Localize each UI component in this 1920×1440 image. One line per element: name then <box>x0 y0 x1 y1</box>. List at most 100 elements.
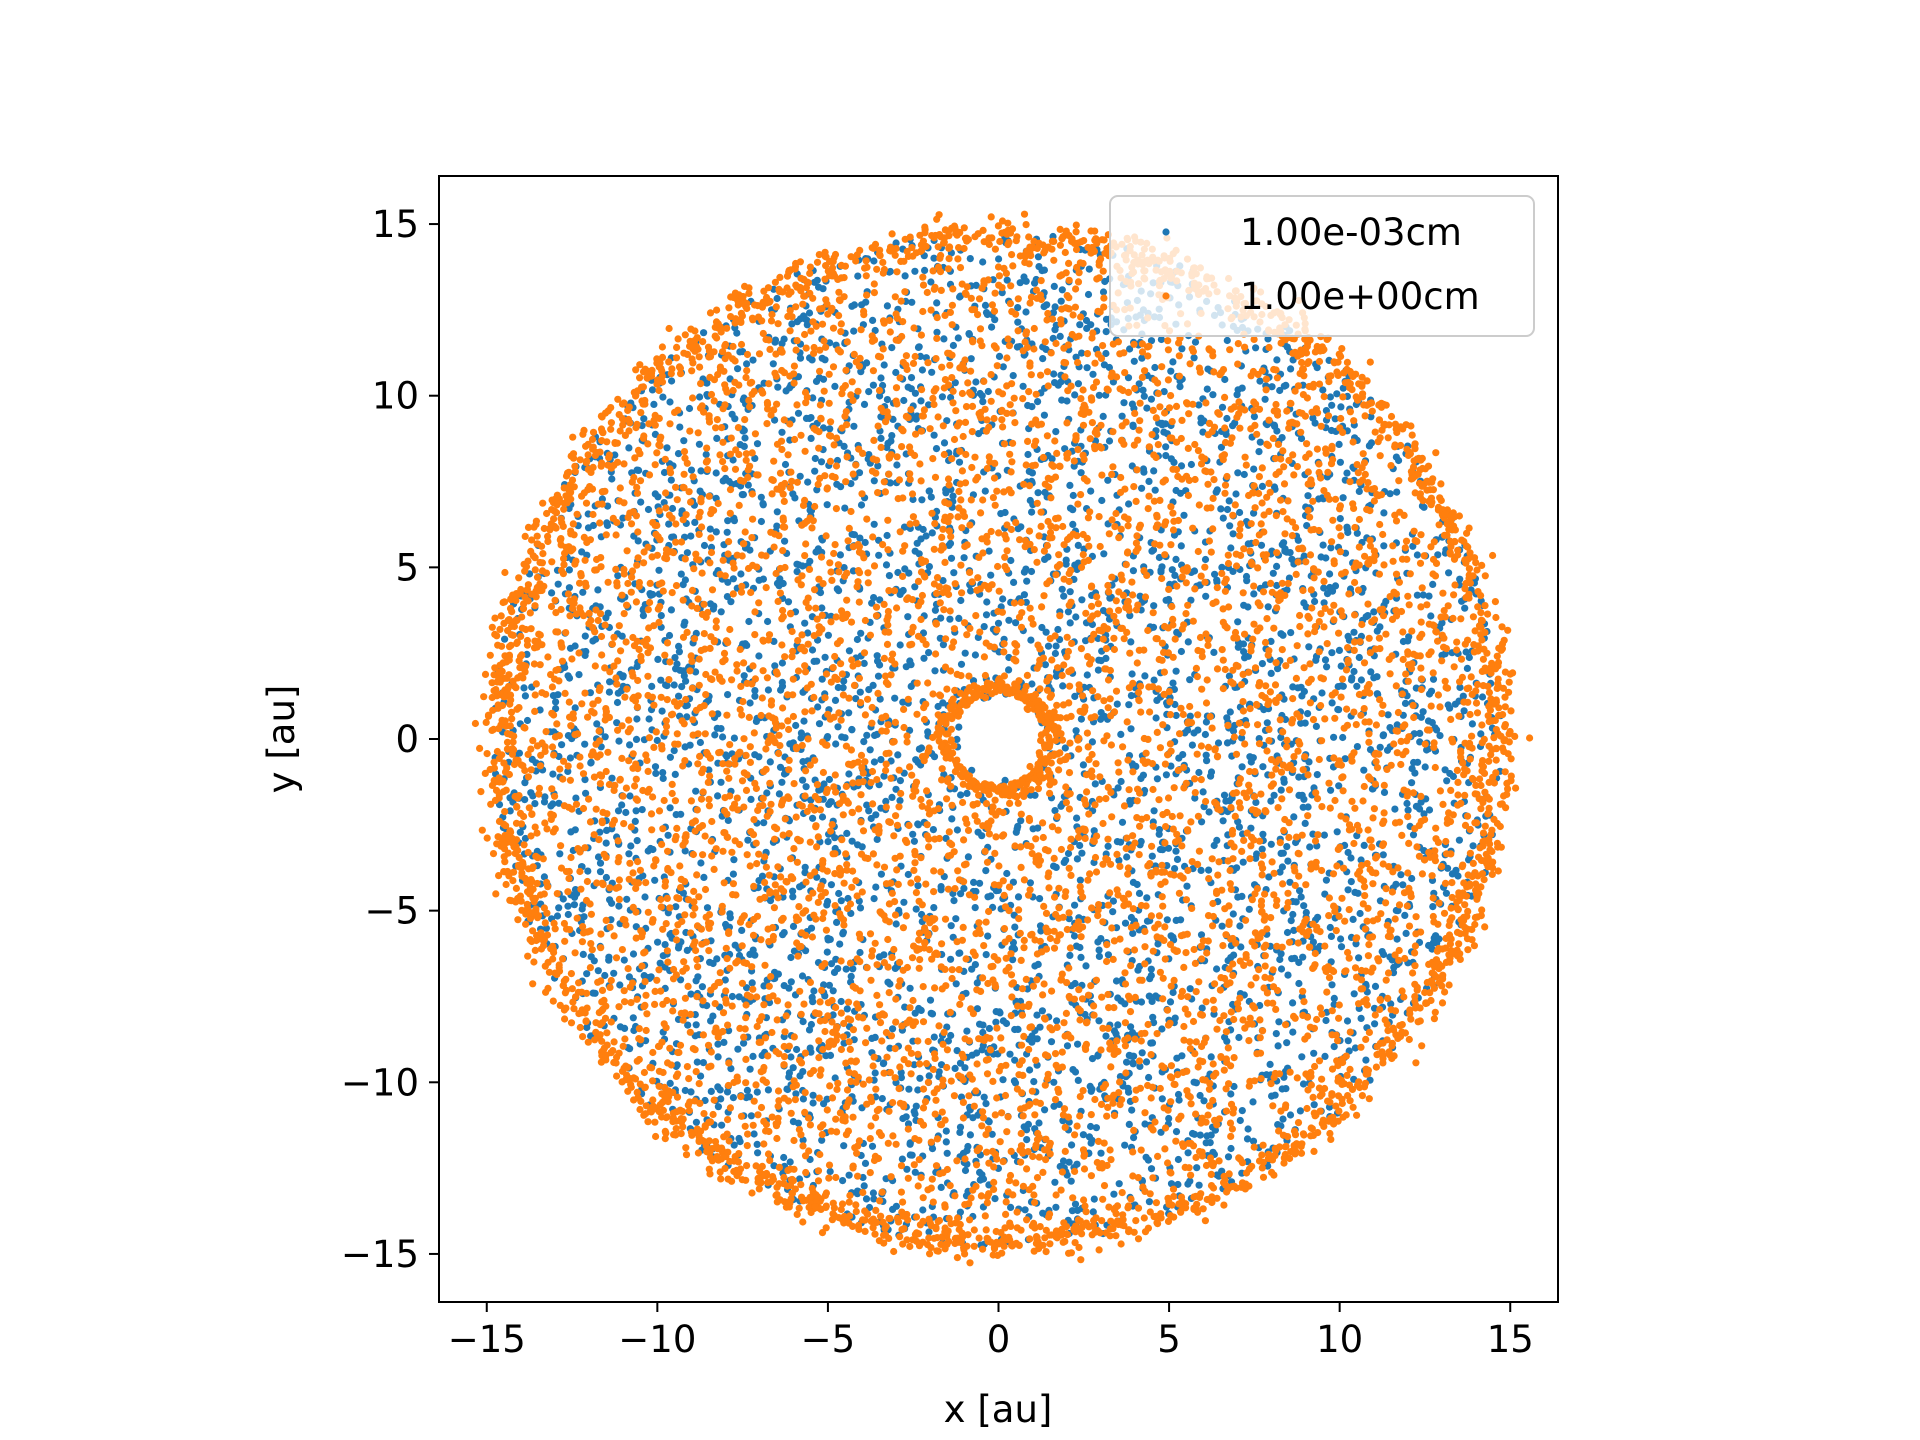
data-point-series-1 <box>1171 865 1179 873</box>
data-point-series-1 <box>680 437 688 445</box>
data-point-series-1 <box>1267 840 1275 848</box>
data-point-series-1 <box>1077 469 1085 477</box>
data-point-series-1 <box>1074 380 1082 388</box>
data-point-series-1 <box>602 873 611 882</box>
data-point-series-1 <box>650 400 658 408</box>
data-point-series-1 <box>1099 288 1108 296</box>
data-point-series-1 <box>1180 511 1188 519</box>
data-point-series-1 <box>582 789 590 797</box>
data-point-series-1 <box>1099 412 1107 420</box>
data-point-series-1 <box>1217 443 1225 451</box>
data-point-series-1 <box>575 671 583 679</box>
data-point-series-1 <box>677 570 685 578</box>
data-point-series-1 <box>1137 774 1145 783</box>
data-point-series-2 <box>1025 1045 1033 1054</box>
data-point-series-1 <box>810 657 818 666</box>
data-point-series-1 <box>956 1128 964 1136</box>
data-point-series-2 <box>961 418 970 426</box>
data-point-series-1 <box>809 394 817 402</box>
data-point-series-1 <box>1167 1180 1176 1188</box>
data-point-series-1 <box>957 791 965 799</box>
data-point-series-2 <box>1044 309 1052 318</box>
data-point-series-1 <box>911 583 919 591</box>
data-point-series-1 <box>1312 656 1320 664</box>
data-point-series-1 <box>1335 706 1343 714</box>
data-point-series-2 <box>1352 721 1360 729</box>
data-point-series-1 <box>1300 902 1308 910</box>
data-point-series-1 <box>813 486 821 494</box>
data-point-series-1 <box>773 294 781 303</box>
data-point-series-1 <box>1066 481 1074 489</box>
data-point-series-1 <box>794 409 803 417</box>
data-point-series-1 <box>845 647 854 655</box>
data-point-series-1 <box>947 1031 955 1040</box>
data-point-series-1 <box>746 699 754 707</box>
data-point-series-1 <box>1164 844 1173 852</box>
data-point-series-2 <box>1224 559 1233 568</box>
data-point-series-1 <box>1219 817 1227 825</box>
data-point-series-1 <box>653 736 661 745</box>
data-point-series-1 <box>1094 938 1102 946</box>
data-point-series-1 <box>592 635 600 643</box>
data-point-series-1 <box>1297 893 1305 901</box>
data-point-series-1 <box>1403 799 1411 808</box>
data-point-series-1 <box>1071 1200 1080 1208</box>
data-point-series-1 <box>928 529 936 537</box>
data-point-series-2 <box>693 956 701 964</box>
data-point-series-1 <box>1282 381 1290 389</box>
data-point-series-1 <box>1174 1155 1182 1164</box>
data-point-series-1 <box>1392 880 1400 888</box>
data-point-series-1 <box>751 687 759 695</box>
data-point-series-1 <box>1333 828 1341 836</box>
data-point-series-1 <box>1058 286 1066 294</box>
data-point-series-1 <box>871 326 879 335</box>
data-point-series-2 <box>1031 1198 1039 1207</box>
data-point-series-1 <box>845 709 853 717</box>
data-point-series-1 <box>971 651 980 659</box>
data-point-series-1 <box>527 789 535 797</box>
data-point-series-2 <box>662 489 670 497</box>
data-point-series-1 <box>1299 1080 1308 1088</box>
data-point-series-1 <box>755 652 763 660</box>
data-point-series-1 <box>994 619 1003 627</box>
data-point-series-1 <box>1231 419 1239 427</box>
data-point-series-1 <box>860 1182 868 1190</box>
data-point-series-2 <box>767 800 775 808</box>
data-point-series-1 <box>1328 587 1337 595</box>
data-point-series-2 <box>690 565 698 573</box>
data-point-series-1 <box>731 941 739 949</box>
data-point-series-1 <box>1328 649 1336 657</box>
data-point-series-1 <box>1113 700 1121 708</box>
data-point-series-1 <box>723 528 731 536</box>
data-point-series-1 <box>718 1121 726 1129</box>
data-point-series-1 <box>1413 591 1421 599</box>
data-point-series-2 <box>1137 708 1145 716</box>
data-point-series-2 <box>814 833 822 841</box>
data-point-series-1 <box>1238 892 1246 901</box>
data-point-series-1 <box>1149 1013 1157 1021</box>
data-point-series-1 <box>918 496 926 504</box>
data-point-series-1 <box>713 434 721 442</box>
data-point-series-1 <box>1468 720 1476 728</box>
data-point-series-1 <box>927 278 935 286</box>
data-point-series-1 <box>579 588 587 596</box>
data-point-series-1 <box>1077 715 1085 723</box>
data-point-series-1 <box>976 879 984 887</box>
data-point-series-2 <box>1337 693 1345 701</box>
data-point-series-2 <box>845 1198 853 1206</box>
data-point-series-1 <box>1255 448 1263 456</box>
data-point-series-1 <box>1007 556 1015 565</box>
data-point-series-1 <box>907 661 915 669</box>
data-point-series-2 <box>993 626 1001 634</box>
data-point-series-1 <box>680 672 688 680</box>
data-point-series-2 <box>1323 640 1331 648</box>
data-point-series-1 <box>723 593 732 601</box>
data-point-series-2 <box>764 1150 773 1158</box>
data-point-series-1 <box>651 876 659 884</box>
data-point-series-1 <box>1014 318 1022 326</box>
data-point-series-1 <box>1069 506 1077 514</box>
data-point-series-1 <box>667 476 675 484</box>
data-point-series-2 <box>1354 586 1363 594</box>
data-point-series-1 <box>982 611 991 619</box>
data-point-series-1 <box>925 487 934 495</box>
